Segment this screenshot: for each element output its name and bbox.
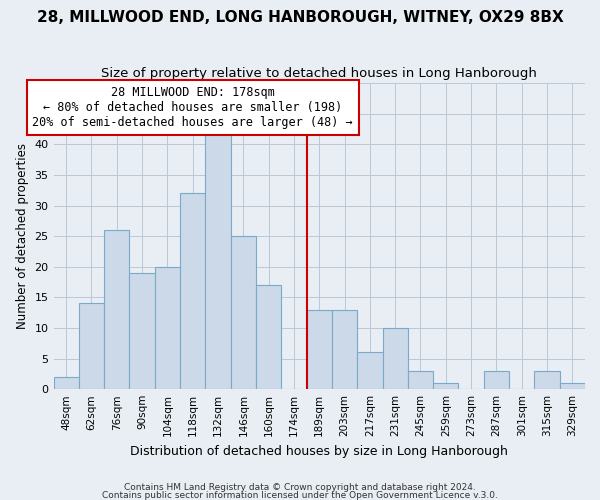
Bar [383, 328, 408, 389]
Bar [408, 371, 433, 389]
Bar [180, 194, 205, 389]
Bar [535, 371, 560, 389]
Bar [205, 132, 230, 389]
Text: 28, MILLWOOD END, LONG HANBOROUGH, WITNEY, OX29 8BX: 28, MILLWOOD END, LONG HANBOROUGH, WITNE… [37, 10, 563, 25]
Bar [332, 310, 357, 389]
Title: Size of property relative to detached houses in Long Hanborough: Size of property relative to detached ho… [101, 68, 537, 80]
Bar [256, 285, 281, 389]
Bar [230, 236, 256, 389]
Bar [484, 371, 509, 389]
Bar [433, 383, 458, 389]
Bar [560, 383, 585, 389]
Bar [79, 304, 104, 389]
X-axis label: Distribution of detached houses by size in Long Hanborough: Distribution of detached houses by size … [130, 444, 508, 458]
Bar [307, 310, 332, 389]
Bar [130, 273, 155, 389]
Bar [104, 230, 130, 389]
Text: Contains public sector information licensed under the Open Government Licence v.: Contains public sector information licen… [102, 490, 498, 500]
Text: 28 MILLWOOD END: 178sqm
← 80% of detached houses are smaller (198)
20% of semi-d: 28 MILLWOOD END: 178sqm ← 80% of detache… [32, 86, 353, 129]
Y-axis label: Number of detached properties: Number of detached properties [16, 143, 29, 329]
Bar [357, 352, 383, 389]
Bar [53, 377, 79, 389]
Text: Contains HM Land Registry data © Crown copyright and database right 2024.: Contains HM Land Registry data © Crown c… [124, 484, 476, 492]
Bar [155, 266, 180, 389]
